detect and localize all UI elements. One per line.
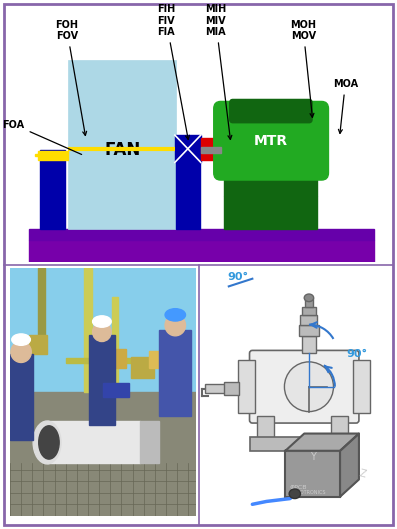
Bar bbox=[84, 268, 92, 392]
Ellipse shape bbox=[165, 315, 185, 336]
Bar bbox=[38, 151, 68, 160]
Bar bbox=[122, 240, 374, 262]
Bar bbox=[112, 297, 118, 392]
Ellipse shape bbox=[165, 308, 185, 321]
Bar bbox=[201, 147, 222, 153]
Ellipse shape bbox=[33, 421, 61, 464]
Bar bbox=[299, 325, 319, 336]
Bar bbox=[66, 358, 140, 363]
Bar bbox=[47, 421, 140, 463]
Bar bbox=[285, 451, 340, 497]
Ellipse shape bbox=[289, 489, 301, 498]
Ellipse shape bbox=[93, 316, 111, 327]
Bar bbox=[205, 384, 229, 394]
Text: FOA: FOA bbox=[3, 120, 82, 154]
Bar bbox=[224, 171, 318, 196]
Bar bbox=[301, 315, 318, 325]
Bar bbox=[10, 354, 33, 440]
Polygon shape bbox=[340, 434, 359, 497]
Text: Z: Z bbox=[358, 468, 367, 480]
Text: ⊕PCB: ⊕PCB bbox=[289, 485, 306, 490]
Bar bbox=[29, 240, 124, 262]
Text: FAN: FAN bbox=[104, 141, 141, 159]
Bar bbox=[250, 437, 355, 451]
Text: MOA: MOA bbox=[333, 79, 358, 133]
Ellipse shape bbox=[11, 342, 31, 362]
Bar bbox=[257, 416, 274, 441]
Text: 90°: 90° bbox=[347, 349, 368, 359]
Bar bbox=[175, 135, 201, 162]
Bar bbox=[29, 229, 124, 240]
Bar bbox=[68, 60, 175, 229]
FancyBboxPatch shape bbox=[214, 102, 328, 180]
Bar bbox=[331, 416, 348, 441]
Bar bbox=[224, 196, 318, 229]
Bar bbox=[224, 382, 239, 395]
Bar bbox=[158, 330, 191, 416]
Bar bbox=[175, 153, 200, 229]
Bar bbox=[140, 421, 158, 463]
Bar bbox=[89, 335, 115, 425]
Text: FOH
FOV: FOH FOV bbox=[56, 20, 87, 135]
Bar bbox=[10, 392, 196, 516]
Ellipse shape bbox=[93, 323, 111, 342]
Ellipse shape bbox=[12, 334, 30, 345]
Bar bbox=[149, 351, 166, 368]
Bar bbox=[201, 138, 221, 160]
Bar bbox=[303, 307, 316, 315]
Text: MIH
MIV
MIA: MIH MIV MIA bbox=[205, 4, 232, 140]
Bar bbox=[238, 360, 255, 413]
Ellipse shape bbox=[284, 362, 333, 412]
Bar bbox=[10, 268, 196, 392]
Bar bbox=[98, 349, 126, 368]
Text: FIH
FIV
FIA: FIH FIV FIA bbox=[157, 4, 189, 140]
Bar bbox=[303, 336, 316, 353]
Text: 90°: 90° bbox=[227, 272, 248, 281]
FancyBboxPatch shape bbox=[230, 99, 312, 123]
FancyBboxPatch shape bbox=[250, 350, 359, 423]
Text: PIEZOTRONICS: PIEZOTRONICS bbox=[289, 490, 326, 495]
Bar bbox=[29, 335, 47, 354]
Ellipse shape bbox=[304, 294, 314, 302]
Bar bbox=[131, 357, 154, 378]
Text: MTR: MTR bbox=[254, 134, 288, 148]
Bar bbox=[353, 360, 370, 413]
Bar bbox=[38, 268, 45, 344]
Bar bbox=[40, 150, 65, 229]
Text: Y: Y bbox=[310, 452, 316, 462]
Text: MOH
MOV: MOH MOV bbox=[290, 20, 316, 117]
Bar bbox=[305, 298, 313, 307]
Bar bbox=[35, 154, 39, 157]
Ellipse shape bbox=[39, 426, 59, 459]
Bar bbox=[122, 229, 374, 240]
Polygon shape bbox=[285, 434, 359, 451]
Bar bbox=[103, 384, 129, 397]
